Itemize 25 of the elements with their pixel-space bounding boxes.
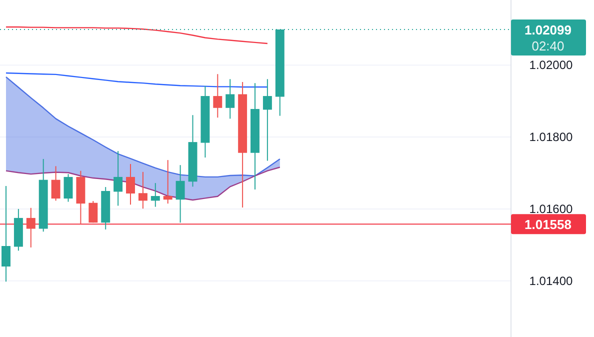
y-tick-label: 1.02000	[529, 58, 574, 72]
candlestick	[163, 160, 172, 204]
line-series	[5, 166, 280, 201]
candlestick	[2, 185, 10, 282]
candlestick	[138, 171, 148, 210]
text: 02:40	[532, 38, 564, 54]
ref-line-label: 1.02099	[524, 22, 572, 38]
line-series	[5, 76, 280, 178]
candlestick	[114, 150, 123, 206]
ref-line-label: 1.01558	[524, 217, 572, 232]
y-tick-label: 1.01400	[529, 274, 574, 288]
candlestick	[88, 200, 98, 224]
candlestick	[213, 74, 222, 118]
candlestick	[126, 164, 135, 206]
candlestick	[64, 174, 73, 202]
candlestick	[176, 164, 185, 224]
candlestick	[262, 78, 272, 162]
candlestick	[150, 182, 160, 208]
line-series	[5, 72, 268, 88]
candlestick	[26, 207, 36, 248]
candlestick	[51, 166, 60, 202]
y-tick-label: 1.01600	[529, 202, 574, 216]
line-series	[5, 26, 268, 44]
y-tick-label: 1.01800	[529, 130, 574, 144]
candlestick	[226, 78, 235, 120]
